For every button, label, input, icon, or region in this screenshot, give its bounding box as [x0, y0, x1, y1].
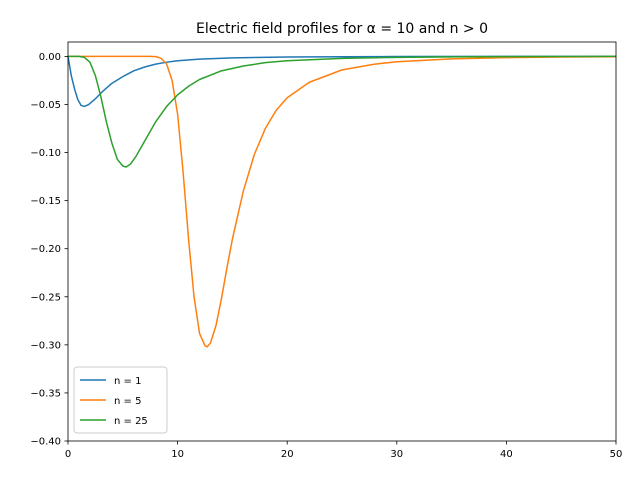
- y-tick-label: −0.30: [30, 340, 61, 351]
- x-tick-label: 10: [171, 449, 184, 460]
- plot-frame: [67, 41, 617, 442]
- y-tick-label: −0.20: [30, 244, 61, 255]
- legend-label: n = 5: [114, 396, 141, 407]
- x-tick-label: 30: [390, 449, 403, 460]
- y-tick-label: −0.25: [30, 292, 61, 303]
- y-tick-label: 0.00: [39, 52, 61, 63]
- y-tick-label: −0.10: [30, 148, 61, 159]
- y-axis: 0.00 −0.05 −0.10 −0.15 −0.20 −0.25 −0.30 −0.35 −…: [30, 52, 68, 448]
- x-tick-label: 0: [65, 449, 71, 460]
- chart-title: Electric field profiles for α = 10 and n…: [196, 21, 488, 37]
- y-tick-label: −0.35: [30, 388, 61, 399]
- y-tick-label: −0.15: [30, 196, 61, 207]
- y-tick-label: −0.05: [30, 100, 61, 111]
- x-tick-label: 40: [500, 449, 513, 460]
- x-tick-label: 50: [610, 449, 623, 460]
- series-line-n-5: [68, 55, 617, 348]
- legend-box: [73, 366, 168, 434]
- plot-series-group: [67, 55, 617, 348]
- x-tick-label: 20: [281, 449, 294, 460]
- x-axis: 0 10 20 30 40 50: [65, 441, 623, 460]
- series-line-n-25: [68, 55, 617, 168]
- y-tick-label: −0.40: [30, 437, 61, 448]
- legend-label: n = 25: [114, 416, 148, 427]
- legend-label: n = 1: [114, 376, 141, 387]
- legend: n = 1 n = 5 n = 25: [73, 366, 168, 434]
- series-line-n-1: [67, 55, 616, 108]
